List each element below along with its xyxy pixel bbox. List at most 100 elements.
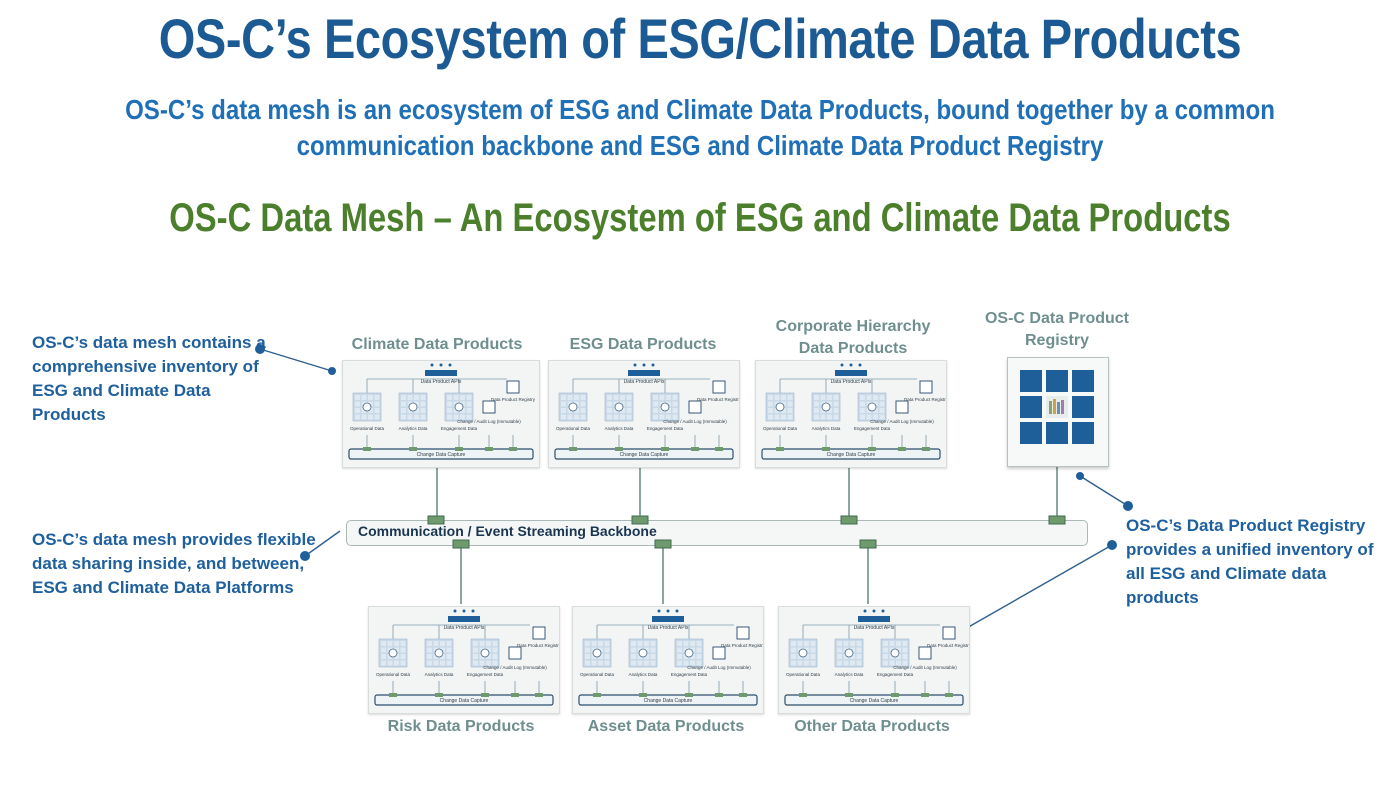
storage-cell — [850, 654, 855, 659]
storage-cell — [814, 414, 819, 420]
storage-cell — [677, 660, 682, 666]
storage-cell — [585, 660, 590, 666]
storage-cell — [453, 414, 459, 420]
data-icon — [867, 402, 877, 412]
storage-cell — [473, 641, 478, 646]
audit-log-label: Change / Audit Log (Immutable) — [870, 419, 934, 424]
data-icon — [388, 648, 398, 658]
storage-cell — [460, 408, 465, 413]
storage-cell — [902, 660, 908, 666]
api-bar — [835, 370, 867, 376]
block-label: Analytics Data — [425, 672, 454, 677]
api-port-dot — [858, 363, 862, 367]
data-icon — [798, 648, 808, 658]
storage-cell — [889, 641, 895, 646]
storage-cell — [574, 395, 579, 400]
capture-port — [945, 693, 953, 697]
storage-cell — [453, 395, 459, 400]
product-card-diagram: Data Product APIs Operational Data Analyti… — [784, 609, 972, 706]
storage-cell — [420, 414, 426, 420]
storage-cell — [607, 408, 612, 413]
data-icon — [454, 402, 464, 412]
registry-box — [1007, 357, 1109, 467]
data-icon — [614, 402, 624, 412]
storage-cell — [604, 660, 610, 666]
capture-port — [639, 693, 647, 697]
api-port-dot — [675, 609, 679, 613]
storage-cell — [427, 647, 432, 653]
product-card-diagram: Data Product APIs Operational Data Analyti… — [348, 363, 536, 460]
storage-cell — [447, 395, 452, 400]
registry-tile — [1072, 396, 1094, 418]
note-line: OS-C’s data mesh provides flexible — [32, 530, 316, 549]
pointer-line — [259, 348, 333, 372]
storage-cell — [567, 414, 573, 420]
storage-cell — [361, 395, 367, 400]
storage-cell — [677, 654, 682, 659]
storage-cell — [414, 408, 419, 413]
product-card-risk: Data Product APIs Operational Data Analyti… — [368, 606, 562, 714]
note-line: provides a unified inventory of — [1126, 540, 1374, 559]
storage-cell — [387, 654, 393, 659]
audit-log-icon — [508, 646, 522, 660]
storage-cell — [797, 654, 803, 659]
capture-port — [409, 447, 417, 451]
storage-cell — [827, 414, 832, 420]
api-port-dot — [471, 609, 475, 613]
storage-cell — [690, 647, 695, 653]
block-label: Engagement Data — [877, 672, 914, 677]
api-bar — [628, 370, 660, 376]
capture-port — [593, 693, 601, 697]
capture-port — [455, 447, 463, 451]
storage-cell — [604, 647, 610, 653]
storage-cell — [473, 654, 478, 659]
registry-tile — [1020, 396, 1042, 418]
registry-mini-label: Data Product Registry — [697, 397, 739, 402]
storage-cell — [653, 414, 658, 420]
storage-cell — [768, 408, 773, 413]
storage-cell — [797, 641, 803, 646]
storage-cell — [791, 641, 796, 646]
storage-cell — [466, 408, 472, 413]
storage-cell — [414, 401, 419, 407]
capture-port — [921, 693, 929, 697]
pointer-line — [957, 544, 1113, 634]
backbone-port — [859, 539, 877, 549]
capture-port — [891, 693, 899, 697]
storage-cell — [810, 641, 816, 646]
storage-cell — [814, 401, 819, 407]
storage-cell — [833, 395, 839, 400]
storage-cell — [574, 414, 579, 420]
storage-cell — [637, 660, 643, 666]
audit-log-icon — [895, 400, 909, 414]
storage-cell — [427, 641, 432, 646]
storage-cell — [626, 408, 632, 413]
storage-cell — [427, 660, 432, 666]
storage-cell — [902, 641, 908, 646]
storage-cell — [401, 408, 406, 413]
storage-cell — [604, 641, 610, 646]
storage-cell — [896, 641, 901, 646]
block-label: Operational Data — [763, 426, 798, 431]
storage-cell — [492, 647, 498, 653]
mesh-title: OS-C Data Mesh – An Ecosystem of ESG and… — [169, 196, 1231, 240]
api-port-dot — [863, 609, 867, 613]
change-data-capture-bar — [348, 448, 534, 460]
api-bar — [858, 616, 890, 622]
capture-port — [922, 447, 930, 451]
audit-log-label: Change / Audit Log (Immutable) — [483, 665, 547, 670]
capture-port — [868, 447, 876, 451]
storage-cell — [677, 647, 682, 653]
storage-cell — [843, 641, 849, 646]
storage-cell — [856, 641, 862, 646]
storage-cell — [866, 414, 872, 420]
pointer-dot — [328, 367, 336, 375]
storage-cell — [889, 654, 895, 659]
registry-mini-icon — [919, 380, 933, 394]
change-data-capture-label: Change Data Capture — [644, 698, 693, 704]
storage-cell — [427, 654, 432, 659]
storage-cell — [879, 401, 885, 407]
storage-cell — [598, 641, 603, 646]
storage-cell — [879, 414, 885, 420]
